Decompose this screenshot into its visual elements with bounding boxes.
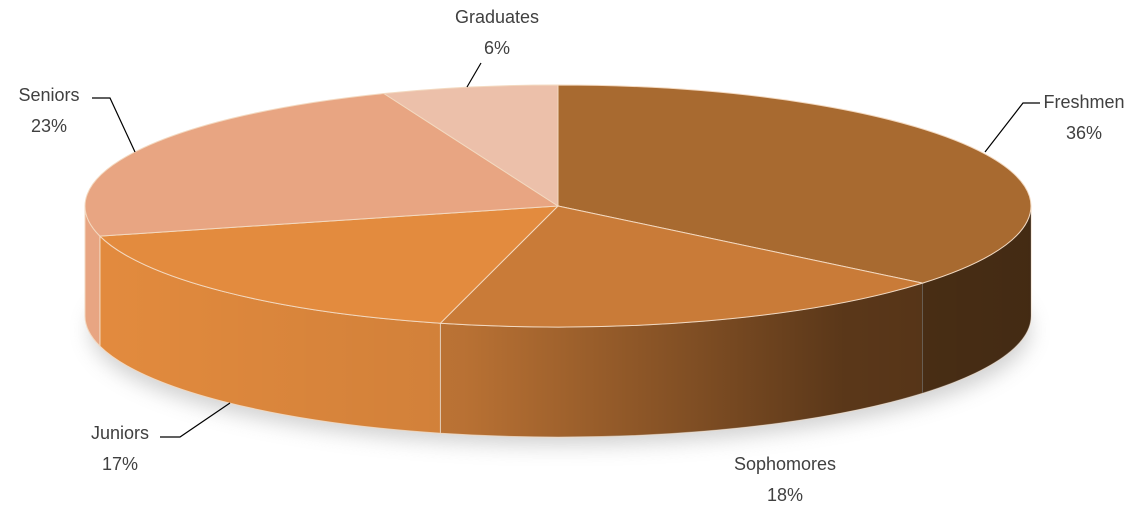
value-label: 17%: [102, 454, 138, 474]
leader-line: [160, 402, 231, 438]
value-label: 6%: [484, 38, 510, 58]
category-label: Juniors: [91, 423, 149, 443]
leader-line: [466, 62, 482, 88]
category-label: Sophomores: [734, 454, 836, 474]
slice: [98, 205, 560, 324]
value-label: 18%: [767, 485, 803, 505]
category-label: Seniors: [18, 85, 79, 105]
slice: [557, 84, 1032, 284]
slice: [382, 84, 559, 207]
value-label: 36%: [1066, 123, 1102, 143]
leader-line: [984, 102, 1040, 153]
leader-line: [92, 97, 136, 153]
category-label: Freshmen: [1043, 92, 1124, 112]
value-label: 23%: [31, 116, 67, 136]
slice: [439, 205, 925, 328]
slice: [84, 92, 560, 237]
category-label: Graduates: [455, 7, 539, 27]
